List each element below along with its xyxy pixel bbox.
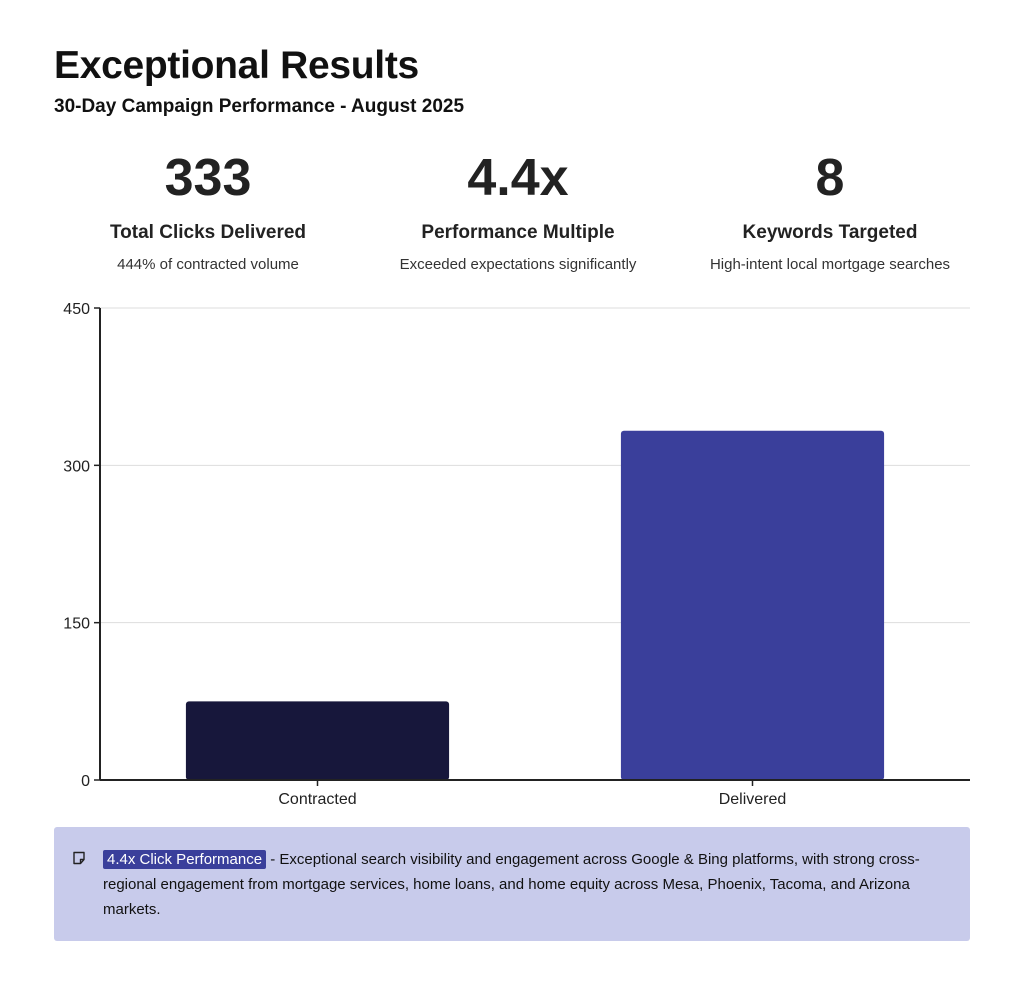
page-subtitle: 30-Day Campaign Performance - August 202… bbox=[54, 96, 465, 117]
bar-delivered bbox=[620, 430, 885, 780]
y-tick-label: 300 bbox=[63, 458, 90, 475]
note-body: - Exceptional search visibility and enga… bbox=[103, 851, 920, 918]
note-icon bbox=[73, 851, 85, 865]
stat-keywords-targeted: 8 Keywords Targeted High-intent local mo… bbox=[670, 146, 990, 273]
y-tick-label: 0 bbox=[81, 773, 90, 790]
bar-contracted bbox=[185, 701, 450, 780]
stat-total-clicks: 333 Total Clicks Delivered 444% of contr… bbox=[48, 146, 368, 273]
stat-description: Exceeded expectations significantly bbox=[399, 256, 637, 273]
performance-note: 4.4x Click Performance - Exceptional sea… bbox=[54, 827, 970, 941]
bar-chart: 0 150 300 450 Contracted Delivered bbox=[63, 301, 970, 808]
x-tick-label: Delivered bbox=[719, 791, 787, 808]
y-tick-label: 450 bbox=[63, 301, 90, 318]
stats-row: 333 Total Clicks Delivered 444% of contr… bbox=[54, 146, 970, 286]
stat-performance-multiple: 4.4x Performance Multiple Exceeded expec… bbox=[358, 146, 678, 273]
stat-value: 333 bbox=[164, 149, 252, 207]
stat-description: 444% of contracted volume bbox=[117, 256, 299, 273]
stat-label: Keywords Targeted bbox=[742, 222, 918, 243]
stat-value: 8 bbox=[815, 149, 845, 207]
page-title: Exceptional Results bbox=[54, 44, 419, 87]
stat-description: High-intent local mortgage searches bbox=[709, 256, 951, 273]
note-tag: 4.4x Click Performance bbox=[103, 850, 267, 869]
stat-label: Total Clicks Delivered bbox=[109, 222, 307, 243]
note-text: 4.4x Click Performance - Exceptional sea… bbox=[103, 847, 948, 922]
y-tick-label: 150 bbox=[63, 616, 90, 633]
stat-value: 4.4x bbox=[467, 149, 569, 207]
x-tick-label: Contracted bbox=[278, 791, 356, 808]
stat-label: Performance Multiple bbox=[421, 222, 615, 243]
